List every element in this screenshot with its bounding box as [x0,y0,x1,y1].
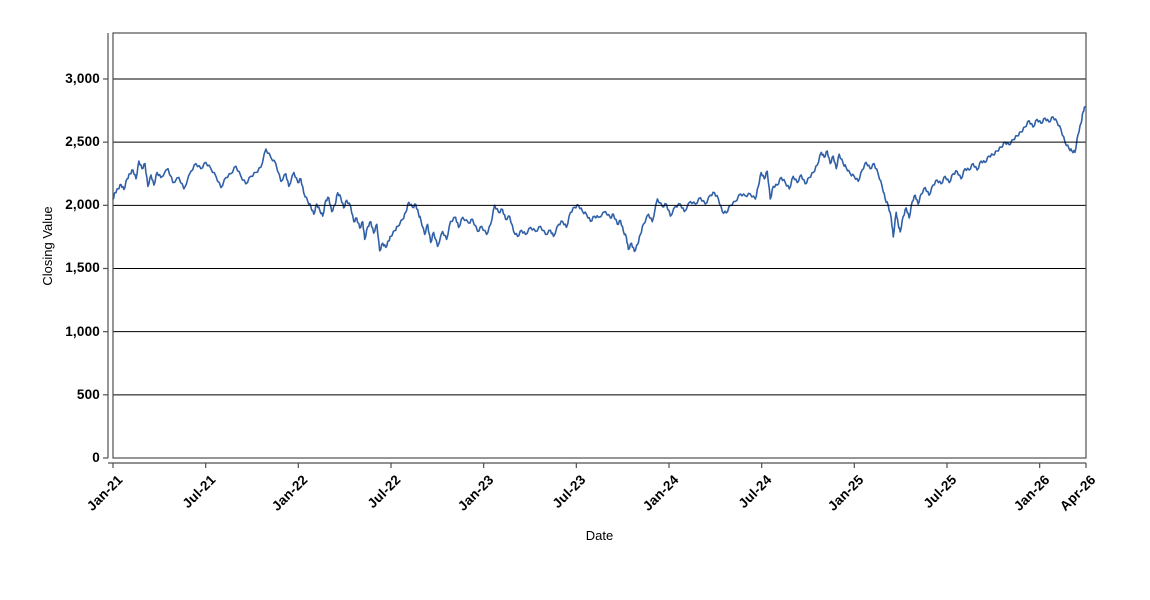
y-axis-tick-label: 2,500 [65,134,100,150]
y-axis-tick-label: 500 [76,386,100,402]
x-axis-title: Date [585,528,614,543]
y-axis-tick-label: 1,500 [65,260,100,276]
y-axis-tick-label: 2,000 [65,197,100,213]
plot-frame [112,32,1087,459]
y-axis-tick-label: 3,000 [65,70,100,86]
series-line [112,106,1086,253]
y-axis-tick-label: 0 [92,450,100,465]
y-axis-title: Closing Value [40,206,55,286]
y-axis-tick-label: 1,000 [65,323,100,339]
